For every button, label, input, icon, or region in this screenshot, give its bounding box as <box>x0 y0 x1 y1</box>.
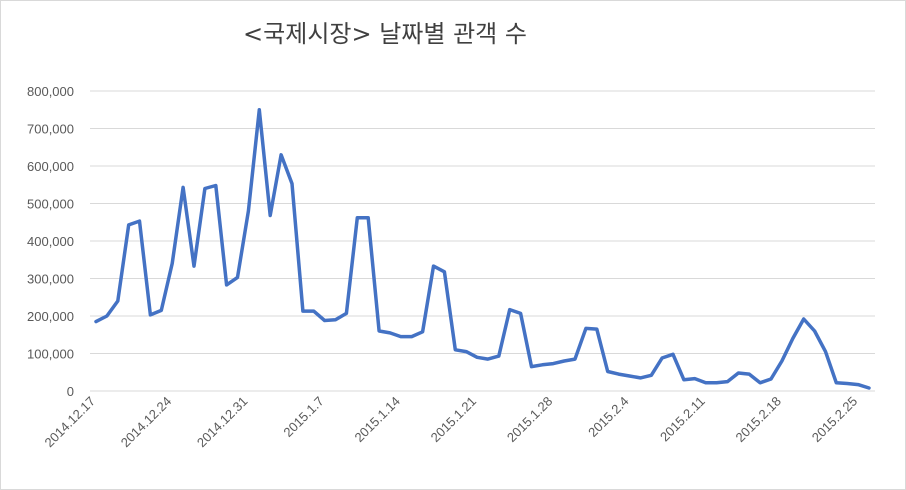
x-tick-label: 2015.2.25 <box>809 394 861 446</box>
x-tick-label: 2015.1.7 <box>280 394 326 440</box>
x-axis-ticks: 2014.12.17 2014.12.24 2014.12.31 2015.1.7 20… <box>41 394 860 451</box>
x-tick-label: 2014.12.17 <box>41 394 98 451</box>
x-tick-label: 2015.2.4 <box>585 394 631 440</box>
y-tick-label: 700,000 <box>27 122 74 137</box>
chart-title: <국제시장> 날짜별 관객 수 <box>243 20 527 48</box>
x-tick-label: 2015.2.18 <box>733 394 785 446</box>
y-tick-label: 400,000 <box>27 234 74 249</box>
x-tick-label: 2015.1.21 <box>428 394 480 446</box>
y-tick-label: 300,000 <box>27 272 74 287</box>
y-tick-label: 800,000 <box>27 84 74 99</box>
y-tick-label: 100,000 <box>27 347 74 362</box>
x-tick-label: 2015.1.14 <box>351 394 403 446</box>
x-tick-label: 2014.12.31 <box>194 394 251 451</box>
y-tick-label: 0 <box>67 384 74 399</box>
series-line <box>94 108 871 390</box>
x-tick-label: 2015.1.28 <box>504 394 556 446</box>
x-tick-label: 2014.12.24 <box>118 394 175 451</box>
series-line-path <box>94 108 871 390</box>
y-tick-label: 500,000 <box>27 197 74 212</box>
y-axis-ticks: 0 100,000 200,000 300,000 400,000 500,000 600,… <box>27 84 74 399</box>
y-tick-label: 600,000 <box>27 159 74 174</box>
gridlines <box>90 90 875 392</box>
x-tick-label: 2015.2.11 <box>657 394 708 445</box>
y-tick-label: 200,000 <box>27 309 74 324</box>
